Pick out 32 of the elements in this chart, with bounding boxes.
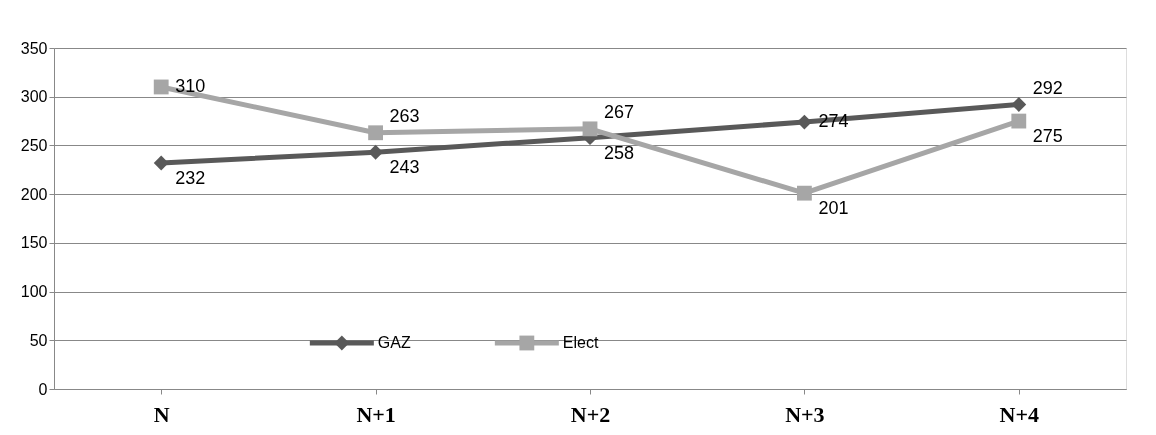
data-label: 275 [1032, 126, 1063, 147]
data-label: 310 [175, 75, 206, 96]
data-label: 263 [389, 105, 420, 126]
y-tick-label: 350 [20, 39, 48, 57]
point [582, 121, 598, 137]
point [796, 185, 812, 201]
point [153, 79, 169, 95]
legend-label: Elect [562, 334, 599, 351]
legend-label: GAZ [377, 334, 411, 351]
point [368, 125, 384, 141]
x-tick-label: N+4 [999, 401, 1040, 427]
y-tick-label: 100 [20, 283, 48, 301]
x-tick-label: N+3 [785, 401, 825, 427]
data-label: 232 [175, 167, 206, 188]
point [153, 155, 169, 171]
data-label: 201 [818, 198, 849, 219]
y-tick-label: 300 [20, 88, 48, 106]
point [1011, 113, 1027, 129]
y-tick-label: 200 [20, 185, 48, 203]
x-tick-label: N+1 [356, 401, 396, 427]
data-label: 292 [1032, 77, 1063, 98]
y-tick-label: 50 [29, 331, 48, 349]
data-label: 267 [604, 101, 635, 122]
data-label: 258 [604, 142, 635, 163]
y-tick-label: 0 [38, 380, 48, 398]
data-label: 243 [389, 157, 420, 178]
point [368, 144, 384, 160]
y-tick-label: 150 [20, 234, 48, 252]
y-tick-label: 250 [20, 136, 48, 154]
point [1011, 97, 1027, 112]
x-tick-label: N [153, 401, 170, 427]
x-tick-label: N+2 [570, 401, 611, 427]
